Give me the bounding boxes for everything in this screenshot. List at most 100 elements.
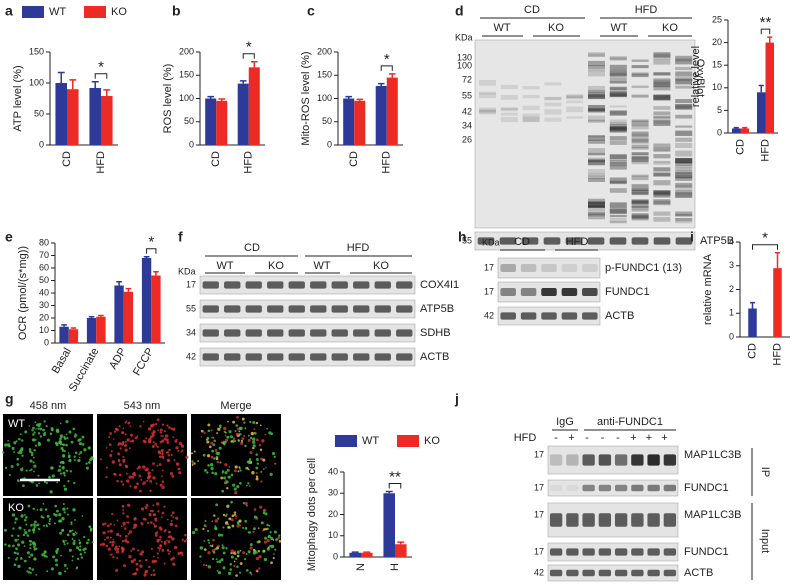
channel: Merge — [220, 400, 251, 412]
cell-dot — [134, 571, 137, 575]
cell-dot — [206, 529, 210, 532]
cell-dot — [147, 471, 151, 475]
bar — [354, 100, 366, 145]
cell-dot — [28, 449, 32, 453]
blot-smear — [588, 104, 605, 111]
blot-smear — [588, 168, 605, 175]
cell-dot — [222, 566, 226, 570]
cell-dot — [53, 522, 56, 525]
cell-dot — [74, 531, 77, 533]
cell-dot — [85, 541, 89, 545]
cell-dot — [161, 549, 165, 552]
cell-dot — [26, 534, 30, 537]
cell-dot — [132, 472, 136, 476]
cell-dot — [23, 529, 26, 532]
cell-dot — [137, 549, 140, 552]
cell-dot — [45, 425, 48, 428]
cell-dot — [156, 464, 159, 467]
cell-dot — [29, 459, 33, 463]
cell-dot — [32, 461, 35, 464]
cell-dot — [133, 517, 137, 521]
cell-dot — [246, 460, 250, 464]
blot-smear — [609, 207, 627, 214]
cell-dot — [154, 531, 158, 535]
cell-dot — [31, 528, 36, 532]
cell-dot — [212, 551, 216, 554]
cell-dot — [34, 520, 37, 524]
cell-dot — [26, 570, 29, 573]
cell-dot — [55, 428, 59, 432]
blot-smear — [675, 190, 693, 195]
cell-dot — [64, 539, 67, 542]
marker: 17 — [534, 509, 544, 519]
cell-dot — [51, 474, 55, 478]
blot-smear — [653, 191, 671, 197]
blot-smear — [653, 59, 671, 65]
error-bar — [143, 256, 150, 258]
cell-dot — [239, 562, 243, 565]
cell-dot — [234, 515, 237, 518]
cell-dot — [131, 475, 135, 479]
blot-smear — [479, 110, 496, 115]
cell-dot — [211, 471, 214, 475]
cell-dot — [159, 483, 163, 487]
cell-dot — [60, 446, 64, 450]
protein: MAP1LC3B — [684, 509, 741, 521]
cell-dot — [43, 420, 46, 423]
cell-dot — [241, 437, 245, 441]
cell-dot — [230, 435, 234, 439]
cell-dot — [144, 569, 149, 573]
cell-dot — [63, 543, 66, 546]
cell-dot — [211, 449, 215, 453]
blot-band — [396, 353, 413, 361]
blot-smear — [609, 122, 627, 125]
cell-dot — [222, 470, 225, 473]
cell-dot — [227, 475, 231, 479]
marker: 34 — [186, 327, 196, 337]
cell-dot — [72, 541, 76, 546]
blot-band — [331, 353, 348, 361]
cell-dot — [140, 522, 143, 525]
blot-smear — [609, 86, 627, 92]
marker: 55 — [462, 90, 472, 100]
cell-dot — [267, 546, 270, 549]
cell-dot — [239, 426, 243, 430]
blot-smear — [653, 85, 671, 91]
blot-smear — [631, 121, 649, 127]
cell-dot — [142, 481, 146, 485]
blot-smear — [631, 119, 649, 122]
cell-dot — [157, 510, 160, 513]
micrograph — [191, 498, 281, 580]
cell-dot — [78, 456, 81, 459]
cell-dot — [251, 437, 256, 441]
cell-dot — [240, 440, 243, 443]
cell-dot — [125, 534, 128, 538]
kda: KDa — [178, 266, 196, 276]
micrograph — [191, 414, 281, 496]
cell-dot — [36, 523, 40, 527]
cell-dot — [199, 555, 202, 558]
cell-dot — [255, 472, 258, 474]
cell-dot — [61, 461, 65, 464]
cell-dot — [242, 551, 246, 555]
cell-dot — [239, 469, 242, 472]
cell-dot — [152, 522, 155, 525]
blot-smear — [588, 53, 605, 57]
cell-dot — [215, 457, 219, 461]
cell-dot — [13, 441, 17, 445]
cell-dot — [35, 573, 38, 576]
cell-dot — [228, 430, 232, 434]
cell-dot — [13, 451, 16, 454]
cell-dot — [159, 538, 162, 541]
blot-band — [647, 569, 660, 577]
blot-smear — [653, 111, 671, 115]
blot-smear — [675, 169, 693, 175]
blot-smear — [588, 214, 605, 220]
cell-dot — [228, 466, 231, 468]
legend-label: KO — [111, 6, 127, 18]
cell-dot — [226, 435, 230, 439]
error-bar — [116, 281, 122, 286]
blot-smear — [653, 149, 671, 152]
cell-dot — [121, 431, 124, 434]
blot-smear — [653, 120, 671, 125]
